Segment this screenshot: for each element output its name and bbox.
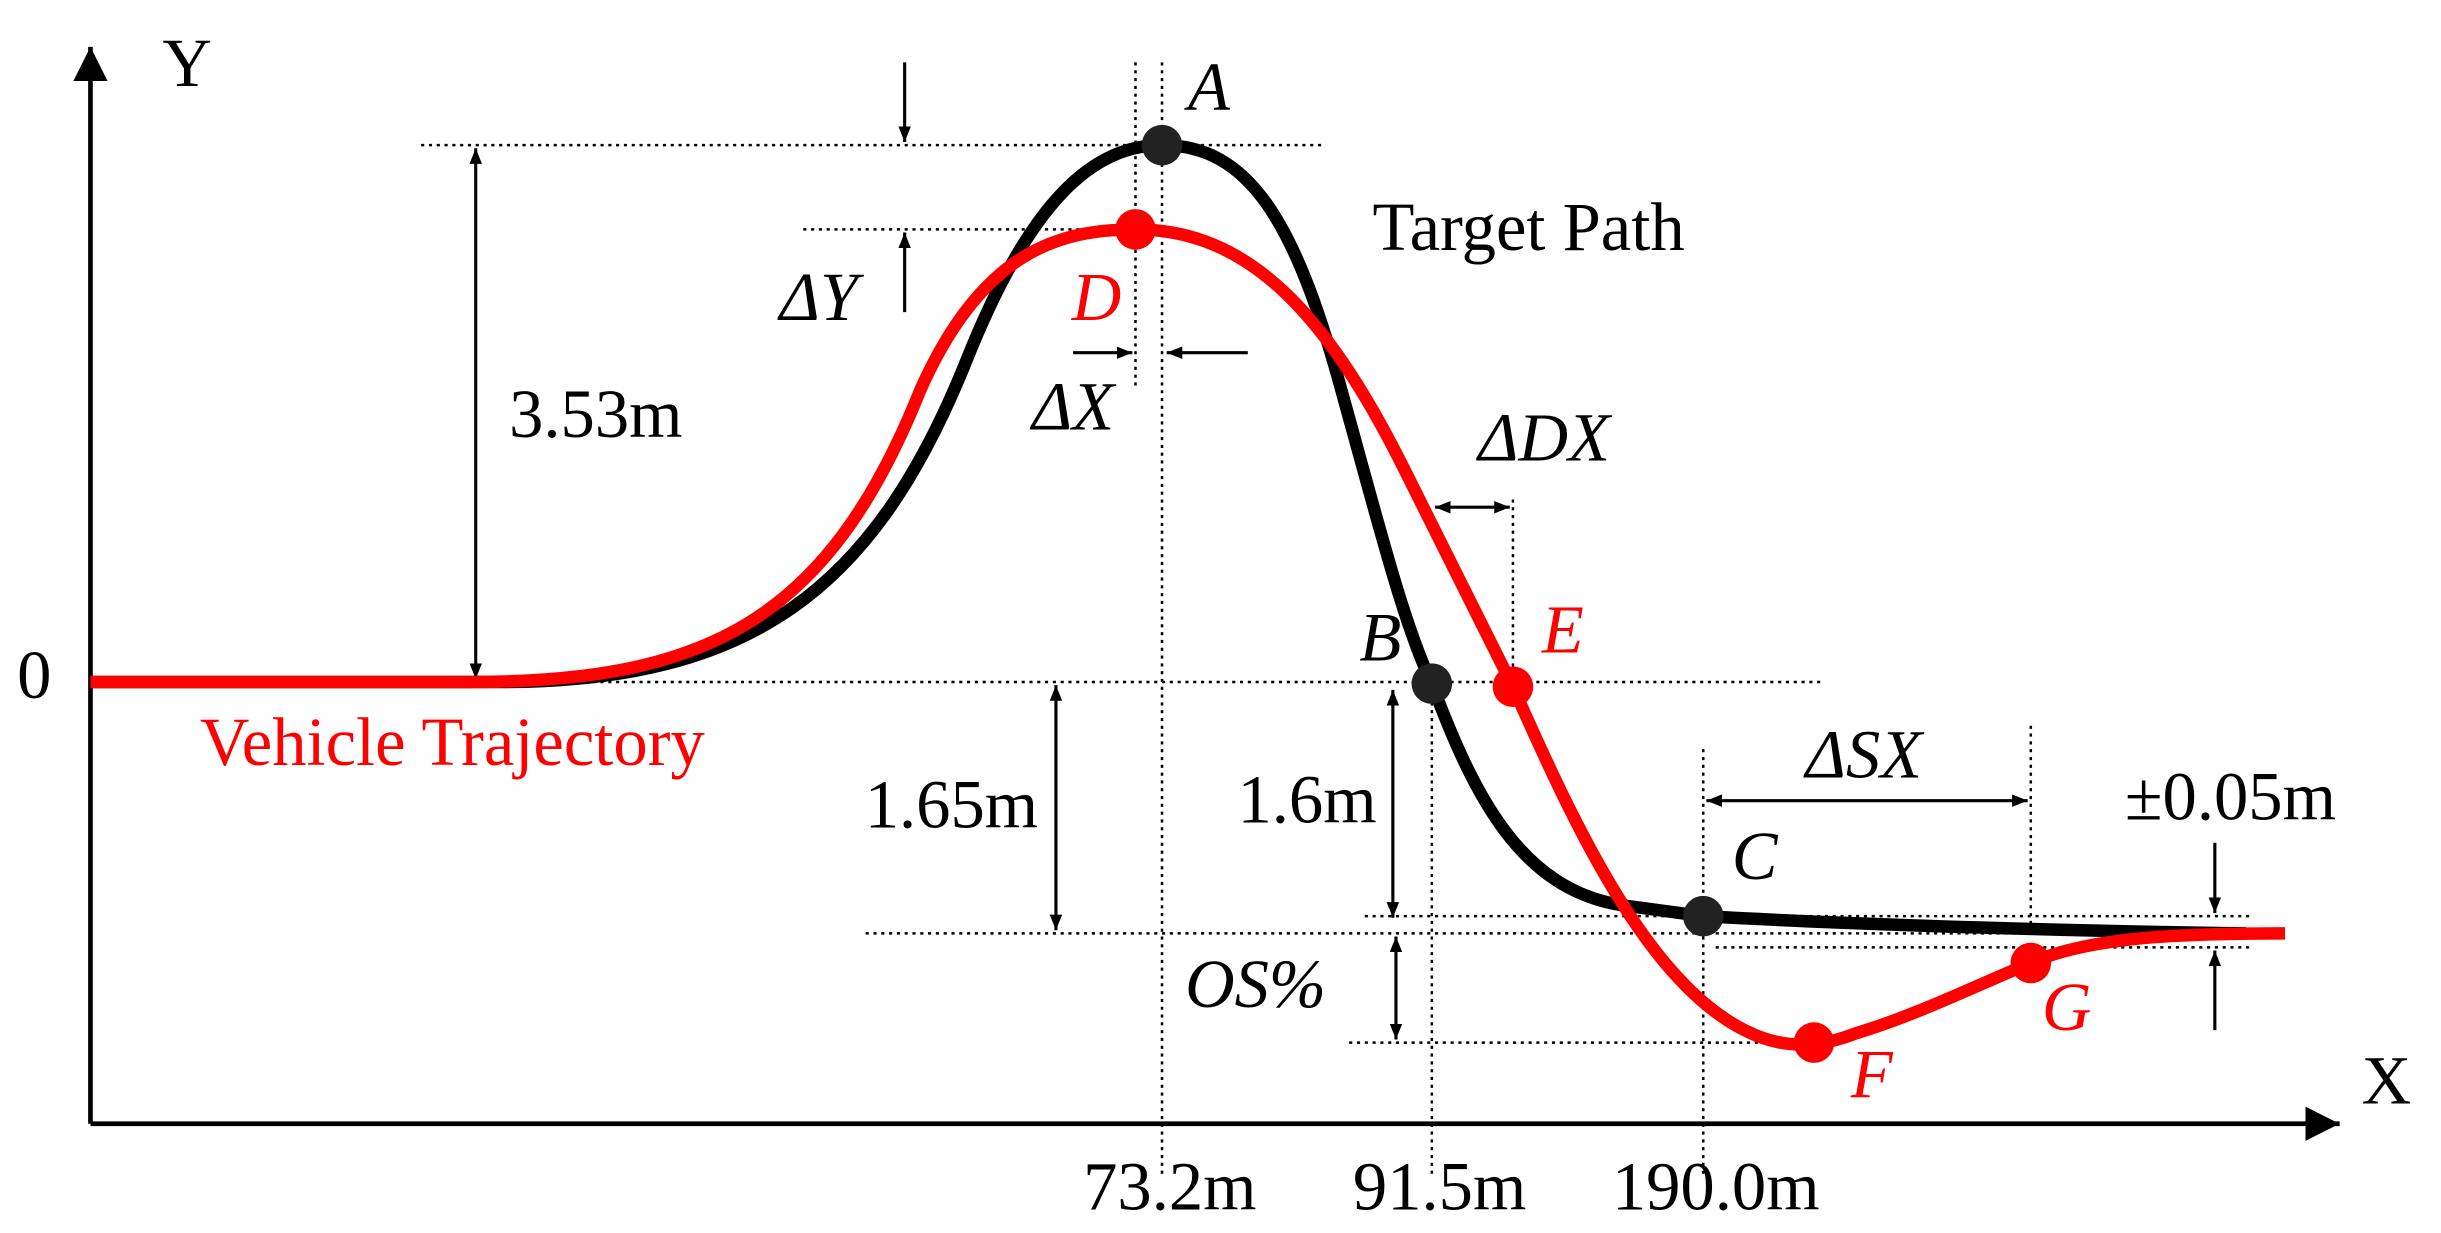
x-mark-label: 190.0m	[1612, 1149, 1820, 1225]
dimension-label: ΔDX	[1475, 400, 1613, 476]
vehicle-trajectory-curve	[90, 223, 2286, 1051]
point-label: D	[1071, 259, 1122, 335]
dimension-label: ΔY	[777, 259, 865, 335]
dimension-label: 1.6m	[1237, 762, 1376, 838]
target-path-label: Target Path	[1372, 189, 1684, 265]
dimension-arrows	[469, 62, 2222, 1040]
dimension-label: 3.53m	[509, 376, 682, 452]
dimension-label: ±0.05m	[2125, 759, 2336, 835]
origin-label: 0	[17, 637, 51, 713]
guides	[421, 62, 2254, 1179]
point-dots	[1115, 124, 2052, 1063]
dimension-label: ΔSX	[1803, 716, 1926, 792]
point-label: A	[1184, 48, 1231, 124]
x-mark-label: 73.2m	[1083, 1149, 1256, 1225]
dimension-label: OS%	[1185, 946, 1326, 1022]
point-label: C	[1732, 818, 1779, 894]
x-axis-label: X	[2362, 1043, 2412, 1119]
axes	[73, 46, 2340, 1141]
point-label: B	[1359, 599, 1401, 675]
dimension-label: 1.65m	[865, 766, 1038, 842]
point-label: G	[2042, 969, 2092, 1045]
x-mark-label: 91.5m	[1353, 1149, 1526, 1225]
vehicle-trajectory-label: Vehicle Trajectory	[200, 704, 706, 780]
point-label: F	[1850, 1036, 1894, 1112]
y-axis-label: Y	[162, 25, 212, 101]
dimension-label: ΔX	[1029, 368, 1117, 444]
point-label: E	[1541, 592, 1584, 668]
target-path-curve	[90, 138, 2247, 940]
